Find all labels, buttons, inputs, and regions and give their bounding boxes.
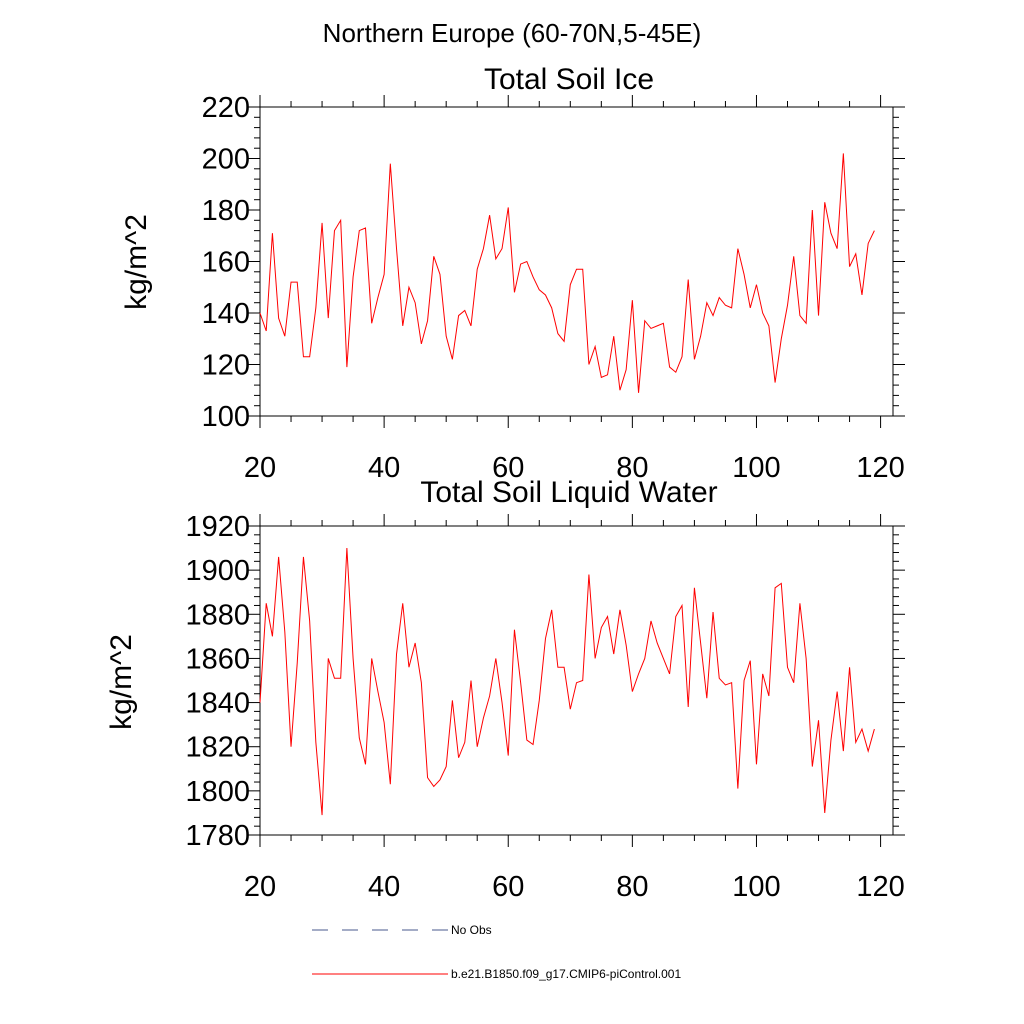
soil-ice-y-tick-label: 180 (202, 195, 250, 227)
soil-ice-panel: Total Soil Ice kg/m^2 20 40 60 80 100 120 100 1… (120, 63, 905, 484)
soil-water-y-tick-label: 1780 (185, 820, 250, 852)
soil-water-y-tick-label: 1820 (185, 732, 250, 764)
soil-water-x-tick-label: 20 (244, 871, 276, 903)
soil-ice-y-tick-label: 120 (202, 350, 250, 382)
soil-water-y-axis-label: kg/m^2 (105, 634, 138, 730)
soil-water-plot-frame (259, 525, 894, 836)
soil-ice-x-tick-label: 100 (732, 452, 780, 484)
soil-ice-title: Total Soil Ice (484, 63, 654, 96)
soil-water-series-line (259, 548, 875, 816)
legend: No Obs b.e21.B1850.f09_g17.CMIP6-piContr… (312, 923, 681, 981)
soil-water-y-tick-label: 1880 (185, 599, 250, 631)
soil-ice-x-tick-label: 120 (856, 452, 904, 484)
soil-water-y-tick-label: 1800 (185, 776, 250, 808)
soil-ice-x-tick-label: 80 (616, 452, 648, 484)
soil-ice-y-tick-label: 160 (202, 247, 250, 279)
soil-ice-y-tick-label: 100 (202, 401, 250, 433)
soil-ice-x-tick-label: 40 (368, 452, 400, 484)
soil-water-x-tick-label: 80 (616, 871, 648, 903)
soil-water-y-tick-label: 1900 (185, 555, 250, 587)
soil-ice-y-tick-label: 200 (202, 144, 250, 176)
soil-water-x-tick-label: 120 (856, 871, 904, 903)
soil-water-y-tick-label: 1860 (185, 643, 250, 675)
legend-no-obs-label: No Obs (451, 923, 492, 937)
soil-water-y-tick-label: 1840 (185, 688, 250, 720)
soil-ice-series-line (259, 153, 875, 393)
soil-water-panel: Total Soil Liquid Water kg/m^2 20 40 60 80 1… (105, 476, 905, 903)
soil-ice-y-axis-label: kg/m^2 (120, 214, 153, 310)
soil-water-y-tick-label: 1920 (185, 511, 250, 543)
soil-ice-x-tick-label: 60 (492, 452, 524, 484)
soil-water-x-tick-label: 40 (368, 871, 400, 903)
figure-title: Northern Europe (60-70N,5-45E) (323, 18, 702, 48)
soil-ice-x-tick-label: 20 (244, 452, 276, 484)
legend-model-label: b.e21.B1850.f09_g17.CMIP6-piControl.001 (451, 967, 681, 981)
soil-ice-y-tick-label: 140 (202, 298, 250, 330)
soil-water-title: Total Soil Liquid Water (420, 476, 717, 509)
soil-ice-y-tick-label: 220 (202, 92, 250, 124)
soil-water-x-tick-label: 100 (732, 871, 780, 903)
soil-water-x-tick-label: 60 (492, 871, 524, 903)
